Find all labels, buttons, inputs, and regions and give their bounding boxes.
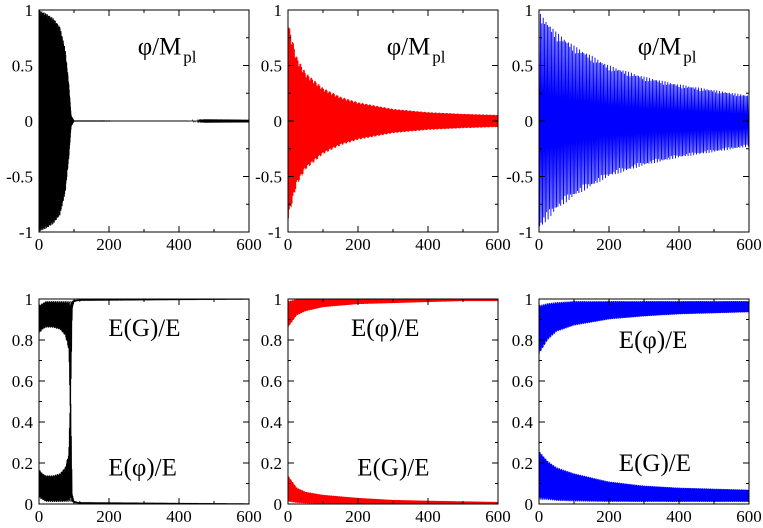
x-tick-label: 600 [485,507,511,526]
y-tick-label: 1 [525,1,534,20]
x-tick-label: 200 [96,507,122,526]
x-tick-label: 400 [666,507,692,526]
panel-label: φ/M pl [638,33,697,66]
y-tick-label: 0.8 [512,331,533,350]
y-tick-label: -0.5 [6,168,33,187]
y-tick-label: -1 [268,223,282,242]
panel-bottom-left: 0 200 400 600 0 0.2 0.4 0.6 0.8 1 E(G)/E E(φ)/E [12,290,262,526]
x-tick-label: 0 [535,235,544,254]
x-tick-label: 400 [666,235,692,254]
x-tick-label: 600 [236,235,262,254]
y-tick-label: 0.2 [512,454,533,473]
plot-area [539,301,749,502]
y-tick-label: 0.6 [12,372,33,391]
y-tick-label: 1 [525,290,534,309]
y-tick-label: 0.4 [12,413,34,432]
panel-label: φ/M pl [387,33,446,66]
plot-area [39,10,249,232]
y-tick-label: -0.5 [255,168,282,187]
x-tick-label: 0 [535,507,544,526]
panel-label: φ/M pl [138,33,197,66]
panel-top-middle: 0 200 400 600 -1 -0.5 0 0.5 1 φ/M pl [255,1,511,254]
y-tick-label: 0 [25,112,34,131]
y-tick-label: -1 [19,223,33,242]
x-tick-label: 600 [485,235,511,254]
energy-label: E(φ)/E [619,327,688,354]
energy-label: E(G)/E [357,454,429,481]
y-tick-label: -1 [519,223,533,242]
x-tick-label: 200 [345,235,371,254]
x-tick-label: 0 [35,507,44,526]
y-tick-label: 0 [274,112,283,131]
energy-label: E(G)/E [108,315,180,342]
y-tick-label: 1 [274,1,283,20]
y-tick-label: 0.4 [512,413,534,432]
y-tick-label: 0 [525,112,534,131]
y-tick-label: 0.5 [261,57,282,76]
panel-bottom-middle: 0 200 400 600 0 0.2 0.4 0.6 0.8 1 E(φ)/E E(G)/E [261,290,511,526]
series-line-phi [539,13,749,227]
y-tick-label: 0.5 [512,57,533,76]
y-tick-label: 0 [525,495,534,514]
y-tick-label: 1 [274,290,283,309]
x-tick-label: 0 [284,507,293,526]
x-tick-label: 400 [166,507,192,526]
series-line-phi [39,10,249,232]
y-tick-label: 0.6 [261,372,282,391]
y-tick-label: 0.2 [12,454,33,473]
x-tick-label: 0 [35,235,44,254]
y-tick-label: 1 [25,290,34,309]
x-tick-label: 400 [415,235,441,254]
energy-label: E(φ)/E [108,454,177,481]
energy-label: E(φ)/E [351,315,420,342]
y-tick-label: 0.6 [512,372,533,391]
y-tick-label: 0 [274,495,283,514]
panel-bottom-right: 0 200 400 600 0 0.2 0.4 0.6 0.8 1 E(φ)/E E(G)/E [512,290,762,526]
x-tick-label: 600 [736,507,762,526]
energy-label: E(G)/E [619,450,691,477]
plot-area [288,27,498,219]
series-band-1 [539,451,749,502]
x-tick-label: 0 [284,235,293,254]
series-line-phi [288,27,498,219]
panel-top-right: 0 200 400 600 -1 -0.5 0 0.5 1 φ/M pl [506,1,762,254]
panel-top-left: 0 200 400 600 -1 -0.5 0 0.5 1 φ/M pl [6,1,262,254]
y-tick-label: 1 [25,1,34,20]
series-band-1 [39,390,249,504]
y-tick-label: 0.8 [261,331,282,350]
y-tick-label: 0 [25,495,34,514]
x-tick-label: 400 [166,235,192,254]
x-tick-label: 200 [96,235,122,254]
x-tick-label: 200 [596,235,622,254]
y-tick-label: -0.5 [506,168,533,187]
y-tick-label: 0.2 [261,454,282,473]
series-band-0 [539,301,749,354]
y-tick-label: 0.4 [261,413,283,432]
y-tick-label: 0.5 [12,57,33,76]
x-tick-label: 200 [596,507,622,526]
x-tick-label: 600 [736,235,762,254]
x-tick-label: 400 [415,507,441,526]
x-tick-label: 200 [345,507,371,526]
y-tick-label: 0.8 [12,331,33,350]
plot-area [539,13,749,227]
x-tick-label: 600 [236,507,262,526]
